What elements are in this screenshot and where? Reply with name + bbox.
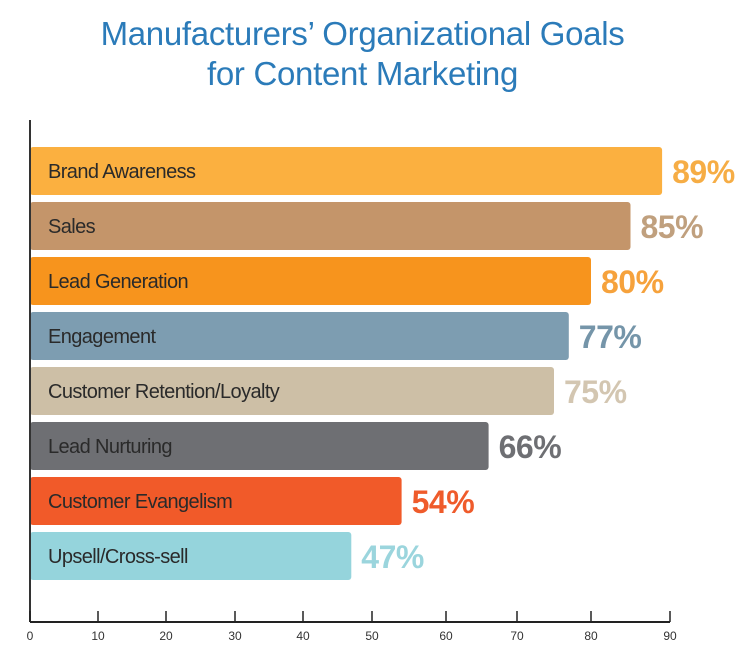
- category-label: Lead Generation: [48, 271, 188, 293]
- category-label: Sales: [48, 216, 96, 238]
- x-tick-label: 30: [228, 629, 242, 643]
- bar: [30, 422, 489, 470]
- bar: [30, 477, 402, 525]
- category-label: Brand Awareness: [48, 161, 196, 183]
- category-label: Lead Nurturing: [48, 436, 172, 458]
- x-tick-label: 50: [365, 629, 379, 643]
- x-tick-label: 10: [91, 629, 105, 643]
- chart-title-line-1: Manufacturers’ Organizational Goals: [100, 15, 625, 52]
- bar: [30, 147, 663, 195]
- bar: [30, 312, 569, 360]
- bar: [30, 202, 631, 250]
- bar: [30, 367, 554, 415]
- chart-title: Manufacturers’ Organizational Goals for …: [0, 14, 725, 94]
- chart-title-line-2: for Content Marketing: [206, 55, 519, 92]
- data-label: 54%: [412, 484, 475, 520]
- x-tick-label: 80: [584, 629, 598, 643]
- x-tick-label: 60: [439, 629, 453, 643]
- x-tick-label: 20: [159, 629, 173, 643]
- data-label: 80%: [601, 264, 664, 300]
- data-label: 47%: [361, 539, 424, 575]
- bar: [30, 532, 352, 580]
- x-tick-label: 40: [296, 629, 310, 643]
- category-label: Customer Retention/Loyalty: [48, 381, 280, 403]
- data-label: 85%: [641, 209, 704, 245]
- data-label: 75%: [564, 374, 627, 410]
- x-tick-label: 0: [27, 629, 34, 643]
- x-tick-label: 70: [510, 629, 524, 643]
- bar: [30, 257, 591, 305]
- category-label: Engagement: [48, 326, 156, 348]
- category-label: Upsell/Cross-sell: [48, 546, 188, 568]
- data-label: 66%: [499, 429, 562, 465]
- data-label: 77%: [579, 319, 642, 355]
- data-label: 89%: [672, 154, 735, 190]
- category-label: Customer Evangelism: [48, 491, 232, 513]
- x-tick-label: 90: [663, 629, 677, 643]
